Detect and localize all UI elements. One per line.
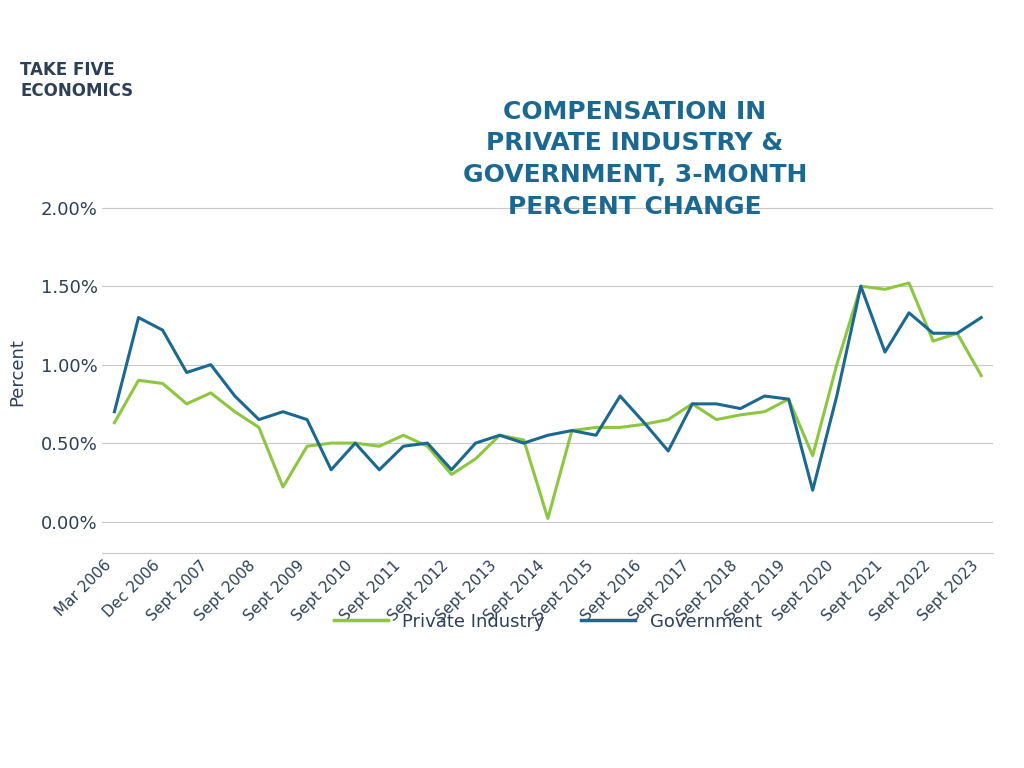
- Y-axis label: Percent: Percent: [8, 339, 27, 406]
- Text: COMPENSATION IN
PRIVATE INDUSTRY &
GOVERNMENT, 3-MONTH
PERCENT CHANGE: COMPENSATION IN PRIVATE INDUSTRY & GOVER…: [463, 100, 807, 219]
- Text: TAKE FIVE
ECONOMICS: TAKE FIVE ECONOMICS: [20, 61, 133, 101]
- Legend: Private Industry, Government: Private Industry, Government: [327, 605, 769, 637]
